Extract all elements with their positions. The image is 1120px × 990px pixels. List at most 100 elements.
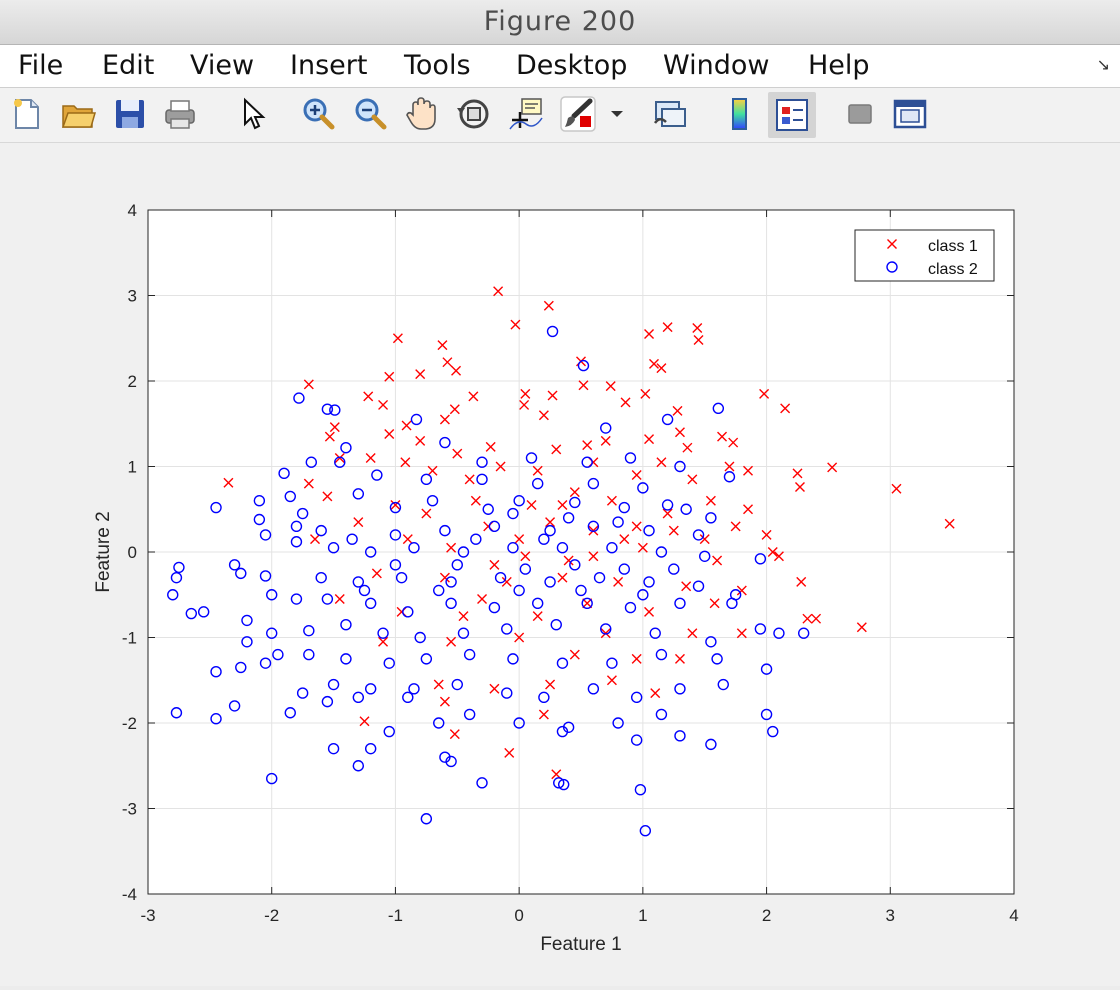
class-1-point	[303, 478, 314, 489]
pan-hand-icon[interactable]	[404, 96, 440, 132]
print-icon[interactable]	[162, 96, 198, 132]
menu-window[interactable]: Window	[663, 50, 770, 81]
class-2-point	[352, 760, 365, 772]
class-2-point	[482, 503, 494, 515]
class-2-point	[445, 576, 457, 588]
data-cursor-icon[interactable]	[508, 96, 544, 132]
x-tick-label: -1	[388, 906, 403, 925]
class-1-point	[223, 477, 234, 488]
x-axis-label: Feature 1	[540, 934, 621, 955]
menu-file[interactable]: File	[18, 50, 64, 81]
show-plot-tools-icon[interactable]	[892, 96, 928, 132]
class-2-point	[606, 542, 618, 554]
brush-icon[interactable]	[560, 96, 596, 132]
colorbar-icon[interactable]	[722, 96, 758, 132]
new-figure-icon[interactable]	[8, 96, 44, 132]
class-1-point	[378, 636, 389, 647]
class-1-point	[353, 517, 364, 528]
class-1-point	[468, 391, 479, 402]
class-2-point	[377, 627, 389, 639]
class-2-point	[433, 584, 445, 597]
menu-view[interactable]: View	[190, 50, 255, 81]
class-2-point	[556, 725, 569, 738]
class-2-point	[705, 738, 717, 751]
rotate-3d-icon[interactable]	[456, 96, 492, 132]
class-1-point	[620, 397, 631, 408]
menu-edit[interactable]: Edit	[102, 50, 155, 81]
class-1-point	[644, 328, 655, 339]
class-1-point	[761, 529, 772, 540]
class-1-point	[792, 468, 803, 479]
class-2-point	[290, 520, 303, 533]
class-2-point	[253, 513, 266, 526]
x-tick-label: -2	[264, 906, 279, 925]
class-2-point	[210, 501, 222, 514]
class-2-point	[760, 663, 773, 675]
legend-toggle-button[interactable]	[768, 92, 816, 138]
class-2-point	[600, 422, 612, 434]
series-2-markers	[167, 325, 810, 837]
menu-help[interactable]: Help	[808, 50, 870, 81]
class-2-point	[717, 678, 729, 691]
class-2-point	[767, 725, 779, 738]
open-file-icon[interactable]	[60, 96, 96, 132]
menu-insert[interactable]: Insert	[290, 50, 368, 81]
class-1-point	[692, 322, 703, 333]
class-2-point	[546, 325, 559, 338]
zoom-in-icon[interactable]	[300, 96, 336, 132]
undock-arrow-icon[interactable]: ↘	[1096, 55, 1110, 74]
brush-dropdown-icon[interactable]	[602, 96, 632, 132]
class-1-point	[736, 628, 747, 639]
class-1-point	[656, 363, 667, 374]
class-1-point	[489, 683, 500, 694]
class-1-point	[668, 525, 679, 536]
class-1-point	[392, 333, 403, 344]
save-icon[interactable]	[112, 96, 148, 132]
pointer-icon[interactable]	[234, 96, 270, 132]
class-2-point	[674, 597, 686, 609]
class-1-point	[485, 441, 496, 452]
class-1-point	[477, 594, 488, 605]
class-1-point	[543, 300, 554, 311]
class-2-point	[569, 496, 581, 509]
class-2-point	[639, 825, 652, 837]
class-2-point	[259, 529, 272, 541]
class-1-point	[493, 286, 504, 297]
class-1-point	[588, 551, 599, 562]
class-1-point	[588, 525, 599, 536]
class-1-point	[324, 431, 335, 442]
class-2-point	[668, 563, 680, 575]
class-1-point	[631, 653, 642, 664]
class-1-point	[538, 410, 549, 421]
class-1-point	[378, 399, 389, 410]
class-2-point	[170, 571, 183, 584]
link-plot-icon[interactable]	[652, 96, 688, 132]
class-2-point	[414, 631, 426, 644]
class-2-point	[674, 460, 686, 473]
menu-tools[interactable]: Tools	[404, 50, 471, 81]
class-2-point	[185, 607, 198, 620]
class-1-point	[563, 555, 574, 566]
class-2-point	[712, 402, 725, 415]
class-1-point	[605, 381, 616, 392]
class-1-point	[532, 465, 543, 476]
class-2-point	[569, 559, 581, 571]
legend-marker-class-2	[886, 261, 898, 273]
hide-plot-tools-icon[interactable]	[842, 96, 878, 132]
class-2-point	[674, 730, 686, 742]
class-2-point	[364, 597, 377, 609]
menu-desktop[interactable]: Desktop	[516, 50, 628, 81]
class-2-point	[457, 627, 470, 639]
class-2-point	[303, 648, 315, 661]
class-1-point	[400, 457, 411, 468]
class-2-point	[618, 501, 630, 514]
class-2-point	[463, 708, 476, 721]
zoom-out-icon[interactable]	[352, 96, 388, 132]
class-2-point	[557, 778, 570, 791]
class-1-point	[944, 518, 955, 529]
class-2-point	[253, 495, 266, 507]
class-1-point	[470, 495, 481, 506]
class-2-point	[488, 601, 501, 614]
legend[interactable]: class 1 class 2	[854, 229, 995, 282]
class-2-point	[266, 772, 278, 785]
